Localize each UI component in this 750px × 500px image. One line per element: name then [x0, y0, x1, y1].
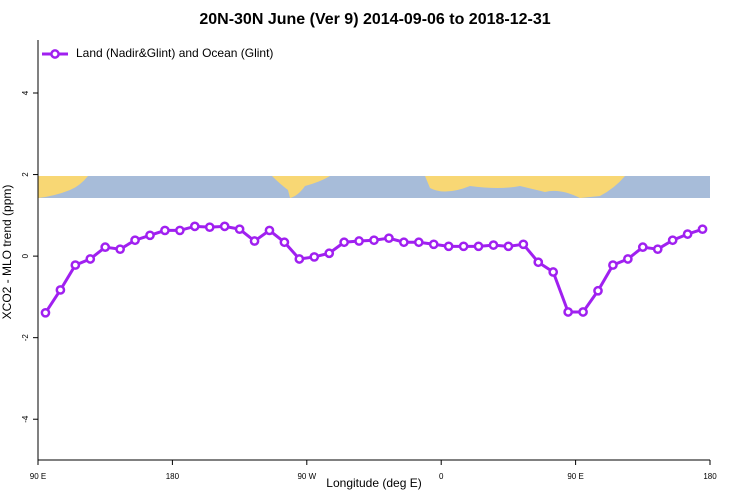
data-point — [204, 222, 215, 233]
data-point — [100, 242, 111, 252]
data-point — [354, 236, 364, 246]
x-tick-label: 180 — [166, 472, 180, 481]
data-point — [473, 241, 484, 252]
data-point — [667, 235, 678, 246]
data-point — [652, 244, 663, 255]
data-point — [533, 257, 544, 268]
x-tick-label: 90 W — [297, 472, 316, 481]
data-point — [160, 225, 170, 236]
data-point — [458, 241, 469, 252]
y-axis-label: XCO2 - MLO trend (ppm) — [0, 185, 14, 320]
legend-marker — [50, 49, 60, 59]
data-point — [384, 233, 394, 244]
data-point — [175, 225, 185, 236]
data-point — [503, 241, 514, 252]
data-point — [548, 267, 559, 277]
data-point — [518, 239, 529, 250]
data-point — [279, 237, 290, 248]
y-tick-label: -4 — [21, 415, 30, 423]
data-point — [413, 237, 424, 248]
data-point — [40, 307, 51, 318]
data-point — [189, 221, 200, 232]
data-point — [443, 241, 454, 252]
data-point — [324, 248, 335, 259]
data-point — [264, 225, 275, 236]
y-tick-label: 2 — [21, 172, 30, 177]
data-point — [369, 235, 379, 246]
data-point — [637, 242, 648, 252]
x-tick-label: 0 — [439, 472, 444, 481]
data-point — [70, 260, 81, 270]
y-tick-label: 4 — [21, 90, 30, 95]
data-point — [608, 260, 618, 270]
world-map-strip — [38, 176, 710, 198]
data-point — [578, 307, 588, 317]
data-point — [85, 254, 96, 264]
data-point — [682, 229, 693, 239]
x-tick-label: 90 E — [30, 472, 46, 481]
data-point — [623, 254, 633, 264]
data-point — [249, 236, 260, 246]
y-tick-label: -2 — [21, 334, 30, 342]
chart-title: 20N-30N June (Ver 9) 2014-09-06 to 2018-… — [199, 11, 550, 28]
data-point — [488, 240, 499, 250]
data-point — [339, 237, 349, 248]
data-point — [309, 252, 320, 262]
data-point — [115, 244, 125, 255]
data-point — [234, 224, 245, 235]
x-tick-label: 180 — [703, 472, 717, 481]
data-point — [563, 307, 573, 317]
data-point — [399, 237, 409, 248]
data-point — [593, 285, 603, 296]
legend-label: Land (Nadir&Glint) and Ocean (Glint) — [76, 46, 273, 60]
y-tick-label: 0 — [21, 253, 30, 258]
data-point — [219, 221, 230, 232]
data-point — [697, 224, 708, 235]
data-point — [428, 239, 439, 250]
data-point — [55, 285, 66, 295]
data-point — [145, 230, 155, 241]
data-point — [294, 254, 305, 264]
data-point — [130, 235, 140, 246]
x-tick-label: 90 E — [567, 472, 583, 481]
x-axis-label: Longitude (deg E) — [326, 476, 421, 490]
